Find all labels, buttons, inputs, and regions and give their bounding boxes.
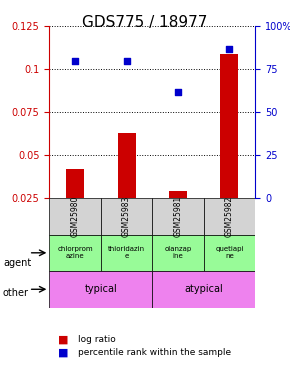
Text: ■: ■ — [58, 348, 68, 357]
Bar — [169, 191, 187, 198]
Bar — [117, 133, 135, 198]
Text: GSM25980: GSM25980 — [70, 196, 79, 237]
FancyBboxPatch shape — [152, 235, 204, 271]
Text: GDS775 / 18977: GDS775 / 18977 — [82, 15, 208, 30]
Point — [124, 58, 129, 64]
Bar — [66, 169, 84, 198]
FancyBboxPatch shape — [152, 271, 255, 308]
FancyBboxPatch shape — [49, 198, 101, 235]
Text: agent: agent — [3, 258, 31, 267]
Text: percentile rank within the sample: percentile rank within the sample — [78, 348, 231, 357]
FancyBboxPatch shape — [152, 198, 204, 235]
Text: log ratio: log ratio — [78, 335, 116, 344]
FancyBboxPatch shape — [49, 235, 101, 271]
Text: quetiapi
ne: quetiapi ne — [215, 246, 244, 259]
Text: GSM25983: GSM25983 — [122, 196, 131, 237]
FancyBboxPatch shape — [204, 198, 255, 235]
FancyBboxPatch shape — [101, 198, 152, 235]
Text: ■: ■ — [58, 334, 68, 344]
FancyBboxPatch shape — [49, 271, 152, 308]
Text: typical: typical — [84, 284, 117, 294]
Text: GSM25981: GSM25981 — [173, 196, 182, 237]
Point — [73, 58, 77, 64]
Point — [227, 46, 232, 53]
Text: atypical: atypical — [184, 284, 223, 294]
Text: olanzap
ine: olanzap ine — [164, 246, 192, 259]
Point — [176, 89, 180, 95]
FancyBboxPatch shape — [101, 235, 152, 271]
Bar — [220, 54, 238, 198]
Text: other: other — [3, 288, 29, 297]
FancyBboxPatch shape — [204, 235, 255, 271]
Text: GSM25982: GSM25982 — [225, 196, 234, 237]
Text: thioridazin
e: thioridazin e — [108, 246, 145, 259]
Text: chlorprom
azine: chlorprom azine — [57, 246, 93, 259]
